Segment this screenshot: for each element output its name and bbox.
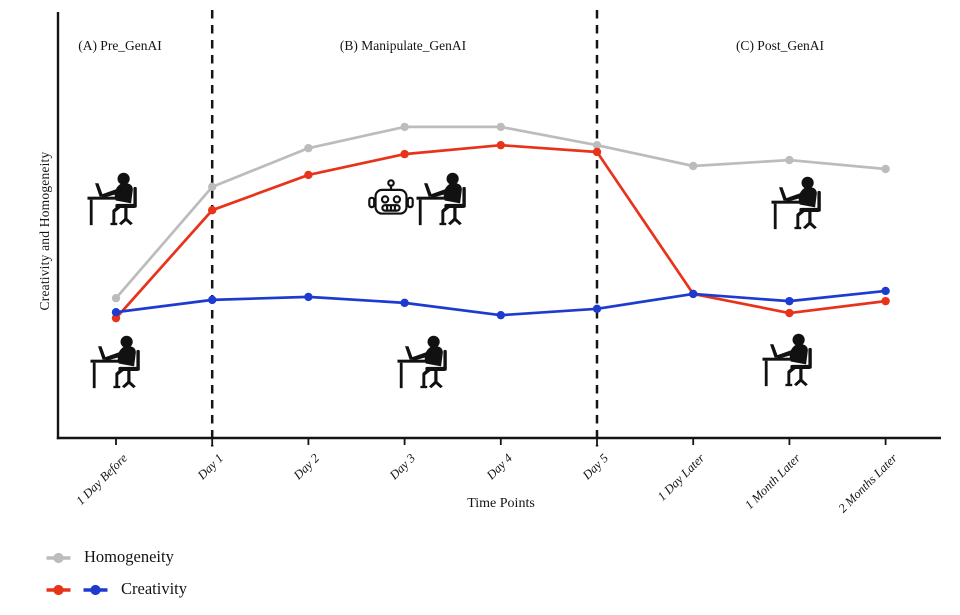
phase-divider-lines: [210, 10, 599, 447]
x-axis-ticks: [115, 438, 887, 445]
legend-label: Homogeneity: [84, 547, 174, 567]
data-point: [208, 295, 217, 305]
person-working-at-laptop-icon: [762, 333, 812, 387]
series-line: [114, 143, 887, 320]
data-point: [689, 289, 698, 299]
series-homogeneity: [111, 122, 890, 303]
robot-icon: [368, 179, 414, 215]
creativity-blue-key-icon: [83, 584, 108, 595]
data-point: [881, 164, 890, 174]
data-point: [400, 122, 409, 132]
data-point: [208, 182, 217, 192]
data-point: [785, 308, 794, 318]
y-axis-label: Creativity and Homogeneity: [37, 151, 52, 311]
data-point: [111, 308, 121, 317]
data-point: [111, 313, 121, 323]
data-point: [304, 292, 313, 302]
series-line: [114, 125, 887, 300]
data-point: [592, 147, 602, 157]
data-point: [881, 296, 890, 306]
person-working-at-laptop-icon: [90, 335, 140, 389]
data-point: [111, 293, 121, 303]
data-point: [592, 140, 602, 150]
data-point: [496, 140, 505, 150]
legend-item-homogeneity: Homogeneity: [46, 547, 187, 568]
axes: [56, 12, 941, 440]
data-point: [400, 149, 409, 159]
creativity-red-key-icon: [46, 584, 71, 595]
person-working-at-laptop-icon: [87, 172, 137, 226]
data-point: [785, 296, 794, 306]
person-working-at-laptop-icon: [416, 172, 466, 226]
series-creativity-red-: [111, 140, 890, 323]
data-series: [111, 122, 890, 323]
data-point: [304, 170, 313, 180]
data-point: [689, 161, 698, 171]
data-point: [304, 143, 313, 153]
series-creativity-blue-: [111, 286, 890, 320]
legend-label: Creativity: [121, 579, 187, 599]
legend: Homogeneity Creativity: [46, 547, 187, 611]
data-point: [592, 304, 602, 313]
data-point: [496, 310, 505, 320]
person-working-at-laptop-icon: [771, 176, 821, 230]
data-point: [400, 298, 409, 308]
panel-label-manipulate-genai: (B) Manipulate_GenAI: [339, 38, 467, 53]
data-point: [785, 155, 794, 165]
legend-item-creativity: Creativity: [46, 579, 187, 600]
person-working-at-laptop-icon: [397, 335, 447, 389]
x-axis-label: Time Points: [467, 496, 535, 511]
homogeneity-key-icon: [46, 552, 71, 563]
data-point: [881, 286, 890, 296]
data-point: [496, 122, 505, 132]
panel-label-pre-genai: (A) Pre_GenAI: [78, 38, 162, 53]
data-point: [208, 206, 217, 215]
panel-label-post-genai: (C) Post_GenAI: [735, 38, 825, 53]
